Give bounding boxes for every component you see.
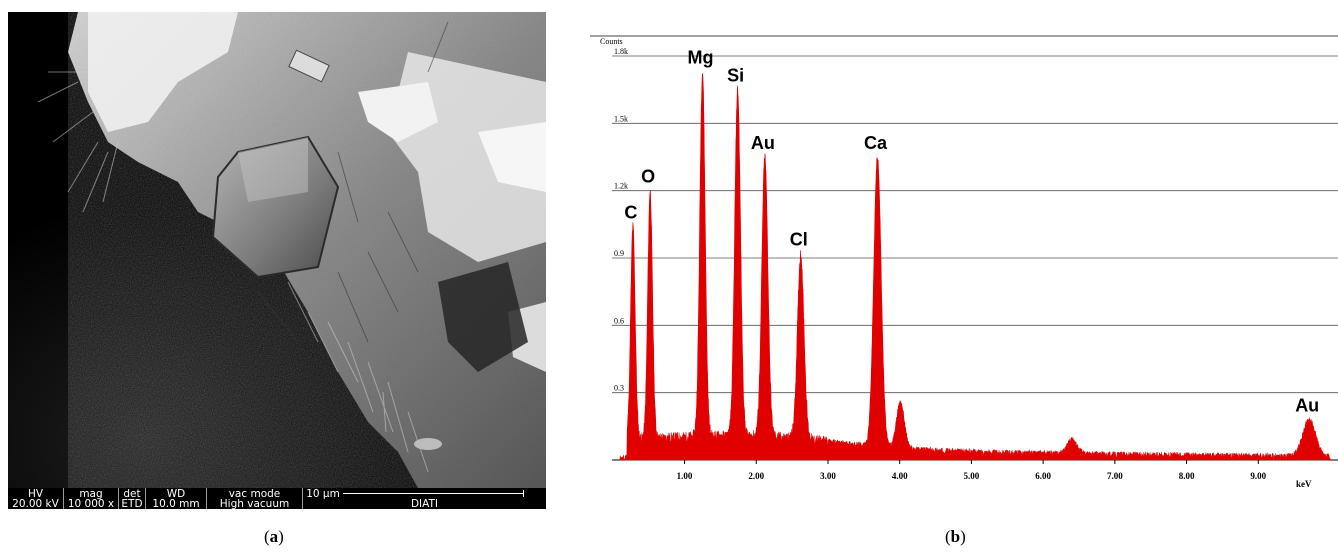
databar-vacmode-header: vac mode [228,488,281,500]
eds-y-tick-label: 1.2k [614,182,628,191]
eds-peak-label: Au [751,133,775,153]
databar-hv-header: HV [27,488,44,500]
eds-x-tick-label: 9.00 [1250,471,1266,481]
databar-mag-cell: mag 10 000 x [64,488,119,509]
eds-x-tick-label: 4.00 [892,471,908,481]
eds-x-axis-unit: keV [1296,479,1312,489]
databar-det-cell: det ETD [119,488,146,509]
sem-data-bar: HV 20.00 kV mag 10 000 x det ETD WD 10.0… [8,488,546,509]
panel-b-label: (b) [945,527,966,546]
eds-peak-label: Si [727,66,744,86]
eds-x-tick-label: 3.00 [820,471,836,481]
eds-peak-labels: CO Mg Si Au Cl Ca Au [624,48,1319,416]
eds-y-tick-label: 1.5k [614,114,628,123]
eds-y-tick-label: 1.8k [614,47,628,56]
eds-x-tick-label: 2.00 [748,471,764,481]
eds-x-tick-label: 8.00 [1179,471,1195,481]
databar-det-header: det [123,488,141,500]
databar-wd-cell: WD 10.0 mm [146,488,207,509]
panel-a-label: (a) [264,527,284,546]
databar-mag-header: mag [79,488,103,500]
databar-footer-text: DIATI [410,498,439,510]
databar-hv-cell: HV 20.00 kV [8,488,64,509]
databar-vacmode-value: High vacuum [219,498,290,510]
databar-det-value: ETD [121,498,143,510]
eds-x-tick-label: 6.00 [1035,471,1051,481]
eds-spectrum-series [619,73,1331,461]
eds-x-tick-labels: 1.00 2.00 3.00 4.00 5.00 6.00 7.00 8.00 9.00 [677,460,1267,481]
scale-bar-label: 10 μm [303,489,343,499]
databar-hv-value: 20.00 kV [12,498,59,510]
scale-bar-line [321,493,523,494]
databar-scale-cell: 10 μm DIATI [303,488,546,509]
databar-wd-header: WD [166,488,186,500]
sem-micrograph-image [8,12,546,488]
eds-peak-label: C [624,203,637,223]
eds-y-axis-title: Counts [600,37,623,46]
eds-spectrum-chart: 0.3 0.6 0.9 1.2k 1.5k 1.8k 1.00 2.00 3.00 4.00 5.… [590,35,1338,489]
eds-peak-label: Au [1295,396,1319,416]
databar-wd-value: 10.0 mm [152,498,200,510]
databar-vacmode-cell: vac mode High vacuum [207,488,303,509]
sem-micrograph-panel: HV 20.00 kV mag 10 000 x det ETD WD 10.0… [8,12,546,509]
eds-peak-label: O [641,167,655,187]
eds-x-tick-label: 7.00 [1107,471,1123,481]
eds-x-tick-label: 1.00 [677,471,693,481]
eds-y-tick-label: 0.9 [614,249,624,258]
eds-peak-label: Cl [790,230,808,250]
eds-peak-label: Mg [687,48,713,68]
eds-peak-label: Ca [864,133,888,153]
databar-mag-value: 10 000 x [67,498,115,510]
eds-plot-area [619,73,1331,461]
eds-y-tick-labels: 0.3 0.6 0.9 1.2k 1.5k 1.8k [614,47,628,393]
scale-bar-right-tick [523,490,524,497]
eds-y-tick-label: 0.6 [614,316,624,325]
eds-x-tick-label: 5.00 [964,471,980,481]
eds-y-tick-label: 0.3 [614,384,624,393]
